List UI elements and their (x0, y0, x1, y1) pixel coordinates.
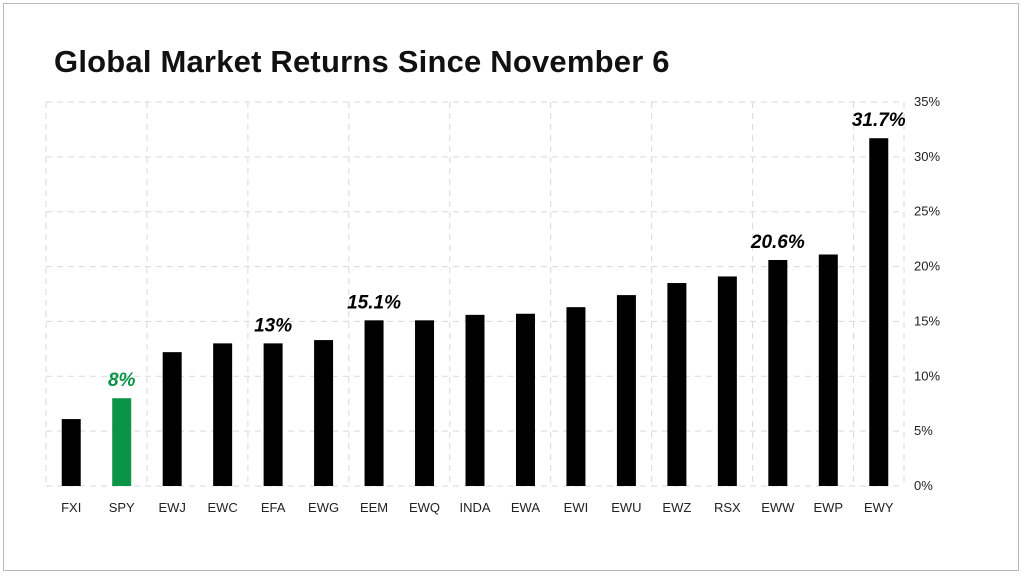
x-tick-label: EWY (864, 500, 894, 515)
bar-inda (465, 314, 485, 486)
x-tick-label: EWA (511, 500, 540, 515)
x-tick-label: EWW (761, 500, 795, 515)
x-tick-label: EWZ (662, 500, 691, 515)
bar-ewp (818, 254, 838, 486)
y-tick-label: 5% (914, 423, 933, 438)
bar-rsx (717, 276, 737, 486)
x-tick-label: EWP (813, 500, 843, 515)
y-tick-label: 10% (914, 368, 940, 383)
bar-ewq (415, 320, 435, 486)
x-tick-label: EWQ (409, 500, 440, 515)
bar-eem (364, 320, 384, 486)
data-label: 20.6% (750, 232, 805, 253)
x-tick-label: EEM (360, 500, 388, 515)
x-tick-label: RSX (714, 500, 741, 515)
x-tick-label: EWJ (158, 500, 185, 515)
bar-ewc (213, 343, 233, 486)
x-tick-label: SPY (109, 500, 135, 515)
bar-ewu (616, 295, 636, 486)
data-label: 15.1% (347, 292, 401, 313)
x-tick-label: EWI (564, 500, 589, 515)
chart-title: Global Market Returns Since November 6 (54, 44, 670, 79)
x-tick-label: FXI (61, 500, 81, 515)
bar-efa (263, 343, 283, 486)
y-tick-label: 35% (914, 94, 940, 109)
x-tick-label: INDA (459, 500, 490, 515)
y-tick-label: 15% (914, 313, 940, 328)
bar-ewz (667, 283, 687, 486)
bar-ewy (869, 138, 889, 486)
x-tick-label: EWC (207, 500, 237, 515)
x-tick-label: EWG (308, 500, 339, 515)
y-tick-label: 30% (914, 149, 940, 164)
y-tick-label: 20% (914, 259, 940, 274)
bar-fxi (61, 419, 81, 486)
y-tick-label: 25% (914, 204, 940, 219)
bar-ewi (566, 307, 586, 486)
x-tick-label: EWU (611, 500, 641, 515)
y-tick-label: 0% (914, 478, 933, 493)
bar-ewj (162, 352, 182, 486)
data-label: 13% (254, 315, 292, 336)
bar-eww (768, 259, 788, 486)
data-label: 31.7% (852, 110, 906, 131)
bar-spy (112, 398, 132, 486)
x-tick-label: EFA (261, 500, 286, 515)
data-label: 8% (108, 370, 136, 391)
bar-ewa (515, 313, 535, 486)
bar-ewg (314, 340, 334, 486)
